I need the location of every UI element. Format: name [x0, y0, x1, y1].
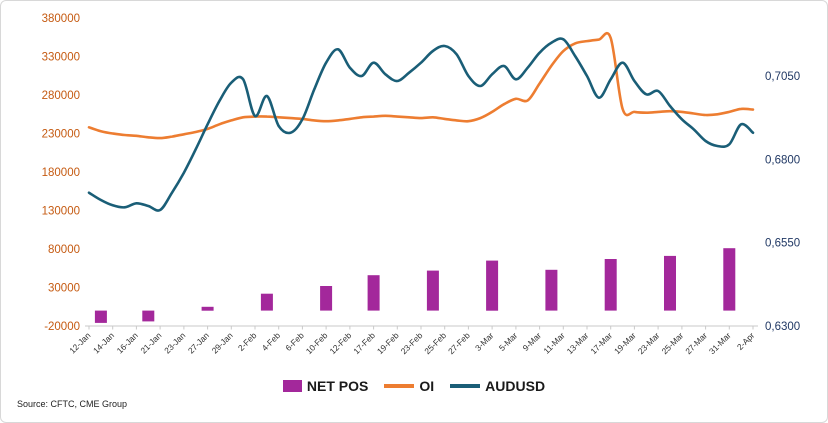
- legend-item-oi: OI: [384, 378, 434, 394]
- svg-text:5-Mar: 5-Mar: [497, 330, 520, 353]
- audusd-line: [87, 37, 755, 212]
- svg-text:180000: 180000: [42, 167, 80, 179]
- oi-swatch-icon: [384, 384, 415, 388]
- svg-text:23-Jan: 23-Jan: [162, 330, 187, 355]
- svg-text:6-Feb: 6-Feb: [283, 330, 306, 353]
- svg-text:9-Mar: 9-Mar: [520, 330, 543, 353]
- chart-legend: NET POS OI AUDUSD: [1, 378, 827, 394]
- svg-text:0,6550: 0,6550: [765, 238, 800, 250]
- svg-text:25-Mar: 25-Mar: [659, 330, 685, 356]
- svg-text:31-Mar: 31-Mar: [707, 330, 733, 356]
- svg-text:380000: 380000: [42, 13, 80, 25]
- svg-text:12-Feb: 12-Feb: [327, 330, 353, 356]
- legend-label-net-pos: NET POS: [306, 378, 369, 394]
- svg-text:0,6300: 0,6300: [765, 321, 800, 333]
- svg-text:16-Jan: 16-Jan: [115, 330, 140, 355]
- legend-item-audusd: AUDUSD: [450, 378, 545, 394]
- left-axis-labels: 380000 330000 280000 230000 180000 130000 8000…: [42, 13, 80, 333]
- svg-text:80000: 80000: [48, 244, 80, 256]
- svg-text:-20000: -20000: [44, 321, 80, 333]
- svg-text:25-Feb: 25-Feb: [422, 330, 448, 356]
- x-axis-labels: 12-Jan14-Jan16-Jan21-Jan23-Jan27-Jan29-J…: [67, 326, 757, 356]
- source-note: Source: CFTC, CME Group: [17, 399, 128, 409]
- svg-text:2-Apr: 2-Apr: [735, 330, 757, 352]
- svg-text:11-Mar: 11-Mar: [541, 330, 567, 356]
- svg-text:23-Feb: 23-Feb: [399, 330, 425, 356]
- svg-text:23-Mar: 23-Mar: [636, 330, 662, 356]
- legend-item-net-pos: NET POS: [282, 378, 369, 394]
- svg-text:30000: 30000: [48, 283, 80, 295]
- right-axis-labels: 0,7050 0,6800 0,6550 0,6300: [765, 71, 800, 333]
- svg-text:4-Feb: 4-Feb: [260, 330, 283, 353]
- svg-text:19-Mar: 19-Mar: [612, 330, 638, 356]
- svg-text:230000: 230000: [42, 129, 80, 141]
- svg-text:27-Jan: 27-Jan: [186, 330, 211, 355]
- svg-text:12-Jan: 12-Jan: [67, 330, 92, 355]
- svg-text:0,6800: 0,6800: [765, 154, 800, 166]
- svg-text:14-Jan: 14-Jan: [91, 330, 116, 355]
- svg-text:10-Feb: 10-Feb: [304, 330, 330, 356]
- combo-chart: 12-Jan14-Jan16-Jan21-Jan23-Jan27-Jan29-J…: [42, 13, 801, 356]
- net-pos-swatch-icon: [282, 380, 302, 392]
- svg-text:17-Mar: 17-Mar: [588, 330, 614, 356]
- svg-text:27-Feb: 27-Feb: [446, 330, 472, 356]
- svg-text:17-Feb: 17-Feb: [351, 330, 377, 356]
- svg-text:27-Mar: 27-Mar: [683, 330, 709, 356]
- svg-text:130000: 130000: [42, 206, 80, 218]
- svg-text:3-Mar: 3-Mar: [473, 330, 496, 353]
- svg-text:13-Mar: 13-Mar: [565, 330, 591, 356]
- oi-line: [87, 31, 755, 140]
- svg-text:330000: 330000: [42, 52, 80, 64]
- svg-text:21-Jan: 21-Jan: [138, 330, 163, 355]
- svg-text:280000: 280000: [42, 90, 80, 102]
- legend-label-audusd: AUDUSD: [485, 378, 546, 394]
- audusd-swatch-icon: [450, 384, 481, 388]
- svg-text:0,7050: 0,7050: [765, 71, 800, 83]
- svg-text:19-Feb: 19-Feb: [375, 330, 401, 356]
- net-pos-bars: [94, 248, 736, 323]
- legend-label-oi: OI: [419, 378, 435, 394]
- svg-text:29-Jan: 29-Jan: [210, 330, 235, 355]
- svg-text:2-Feb: 2-Feb: [236, 330, 259, 353]
